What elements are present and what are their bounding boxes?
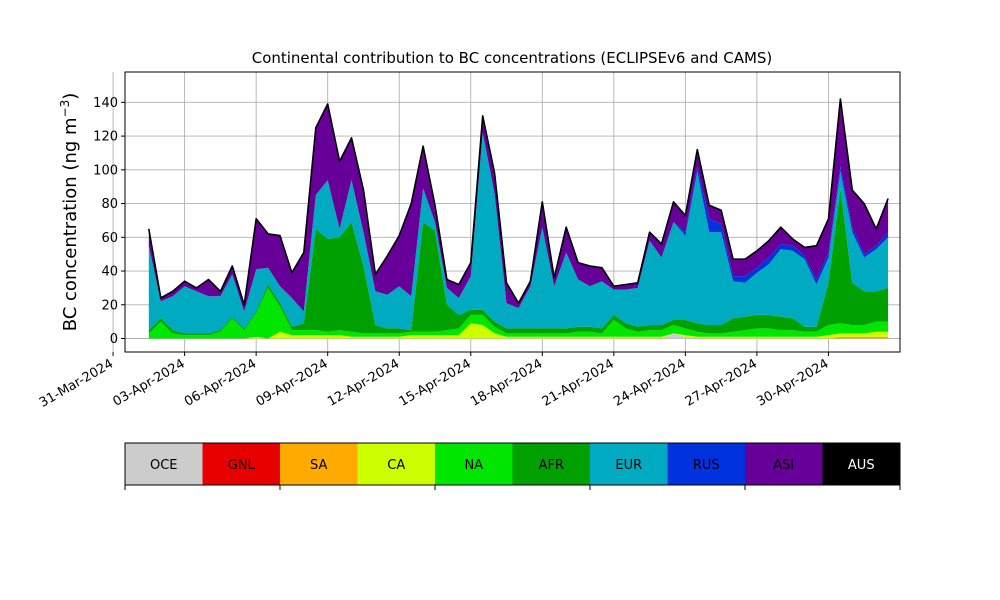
x-tick-label: 27-Apr-2024 bbox=[683, 356, 760, 409]
y-tick-label: 100 bbox=[93, 163, 118, 178]
y-tick-label: 40 bbox=[101, 265, 118, 280]
legend-swatch-afr bbox=[512, 443, 590, 485]
y-axis-label: BC concentration (ng m−3) bbox=[58, 93, 81, 332]
stacked-area-layer bbox=[148, 98, 889, 339]
x-tick-label: 24-Apr-2024 bbox=[611, 356, 688, 409]
x-tick-label: 31-Mar-2024 bbox=[37, 356, 116, 410]
legend-swatch-oce bbox=[125, 443, 203, 485]
x-tick-label: 09-Apr-2024 bbox=[254, 356, 331, 409]
legend-swatch-asi bbox=[745, 443, 823, 485]
y-axis-label-exponent: −3 bbox=[58, 100, 72, 118]
legend-frame bbox=[124, 442, 901, 486]
legend-swatch-sa bbox=[280, 443, 358, 485]
area-asi bbox=[148, 99, 889, 312]
x-tick-label: 03-Apr-2024 bbox=[110, 356, 187, 409]
y-tick-label: 20 bbox=[101, 298, 118, 313]
area-eur bbox=[148, 132, 889, 334]
x-tick-label: 30-Apr-2024 bbox=[754, 356, 831, 409]
legend-swatch-eur bbox=[590, 443, 668, 485]
legend-swatch-gnl bbox=[202, 443, 280, 485]
legend-label-eur: EUR bbox=[615, 458, 642, 473]
area-na bbox=[148, 287, 889, 339]
legend-label-aus: AUS bbox=[848, 458, 875, 473]
total-concentration-line bbox=[148, 98, 889, 306]
plot-area-frame bbox=[124, 71, 901, 353]
legend-swatch-aus bbox=[822, 443, 900, 485]
y-axis-label-suffix: ) bbox=[60, 93, 81, 100]
y-tick-label: 140 bbox=[93, 96, 118, 111]
legend-label-afr: AFR bbox=[539, 458, 564, 473]
y-tick-label: 0 bbox=[110, 332, 118, 347]
legend-label-ca: CA bbox=[387, 458, 405, 473]
x-tick-label: 06-Apr-2024 bbox=[182, 356, 259, 409]
y-tick-label: 60 bbox=[101, 231, 118, 246]
legend-label-sa: SA bbox=[310, 458, 327, 473]
legend-swatch-rus bbox=[667, 443, 745, 485]
y-tick-label: 80 bbox=[101, 197, 118, 212]
x-axis-ticks: 31-Mar-202403-Apr-202406-Apr-202409-Apr-… bbox=[37, 352, 831, 411]
area-afr bbox=[148, 188, 889, 336]
x-tick-label: 15-Apr-2024 bbox=[397, 356, 474, 409]
legend-swatch-ca bbox=[357, 443, 435, 485]
legend-swatch-na bbox=[435, 443, 513, 485]
legend-label-oce: OCE bbox=[150, 458, 178, 473]
x-tick-label: 21-Apr-2024 bbox=[540, 356, 617, 409]
y-axis-ticks: 0 20 40 60 80 100 120 140 bbox=[93, 96, 125, 347]
colorbar-legend: OCE GNL SA CA NA AFR EUR RUS ASI AUS bbox=[124, 442, 901, 490]
y-tick-label: 120 bbox=[93, 130, 118, 145]
legend-label-asi: ASI bbox=[773, 458, 794, 473]
chart-title: Continental contribution to BC concentra… bbox=[252, 49, 773, 67]
legend-label-rus: RUS bbox=[693, 458, 720, 473]
x-tick-label: 18-Apr-2024 bbox=[468, 356, 545, 409]
area-ca bbox=[148, 323, 889, 339]
legend-label-gnl: GNL bbox=[228, 458, 256, 473]
y-axis-label-main: BC concentration (ng m bbox=[60, 117, 81, 331]
legend-label-na: NA bbox=[464, 458, 483, 473]
x-tick-label: 12-Apr-2024 bbox=[325, 356, 402, 409]
